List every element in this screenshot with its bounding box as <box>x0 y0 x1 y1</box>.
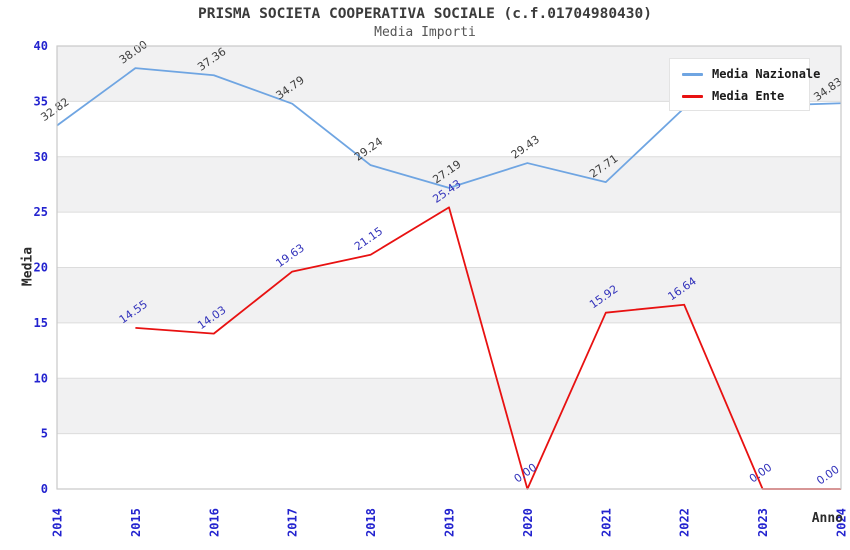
y-tick-label: 25 <box>34 205 48 219</box>
point-label: 19.63 <box>274 241 307 270</box>
y-tick-label: 35 <box>34 94 48 108</box>
x-tick-label: 2023 <box>756 508 770 537</box>
legend-label: Media Ente <box>712 89 785 103</box>
y-tick-label: 10 <box>34 371 48 385</box>
x-tick-label: 2015 <box>129 508 143 537</box>
point-label: 0.00 <box>747 461 775 486</box>
legend-item-media-nazionale: Media Nazionale <box>682 67 820 81</box>
legend-line-swatch-blue <box>682 72 703 76</box>
chart-title: PRISMA SOCIETA COOPERATIVA SOCIALE (c.f.… <box>198 6 652 22</box>
y-tick-label: 20 <box>34 261 48 275</box>
y-tick-label: 30 <box>34 150 48 164</box>
plot-border <box>56 45 842 490</box>
plot-band <box>57 378 841 434</box>
legend-item-media-ente: Media Ente <box>682 89 799 103</box>
x-tick-label: 2020 <box>521 508 535 537</box>
point-label: 0.00 <box>814 463 842 488</box>
plot-band <box>57 156 841 213</box>
x-tick-label: 2018 <box>364 508 378 537</box>
plot-band <box>57 267 841 323</box>
y-tick-label: 5 <box>41 427 48 441</box>
legend-line-swatch-red <box>682 94 703 98</box>
x-tick-label: 2017 <box>286 508 300 537</box>
series-line-media-ente <box>135 206 841 490</box>
chart-subtitle: Media Importi <box>374 25 476 40</box>
x-tick-label: 2024 <box>835 508 849 537</box>
legend: Media Nazionale Media Ente <box>669 58 820 111</box>
y-tick-label: 15 <box>34 316 48 330</box>
x-tick-label: 2019 <box>443 508 457 537</box>
x-axis-label: Anno <box>811 511 843 526</box>
x-tick-label: 2016 <box>207 508 221 537</box>
x-tick-label: 2014 <box>51 508 65 537</box>
y-axis-label: Media <box>20 246 36 287</box>
y-tick-label: 40 <box>34 39 48 53</box>
y-tick-label: 0 <box>41 482 48 496</box>
legend-label: Media Nazionale <box>712 67 821 81</box>
x-tick-label: 2021 <box>599 508 613 537</box>
x-tick-label: 2022 <box>678 508 692 537</box>
